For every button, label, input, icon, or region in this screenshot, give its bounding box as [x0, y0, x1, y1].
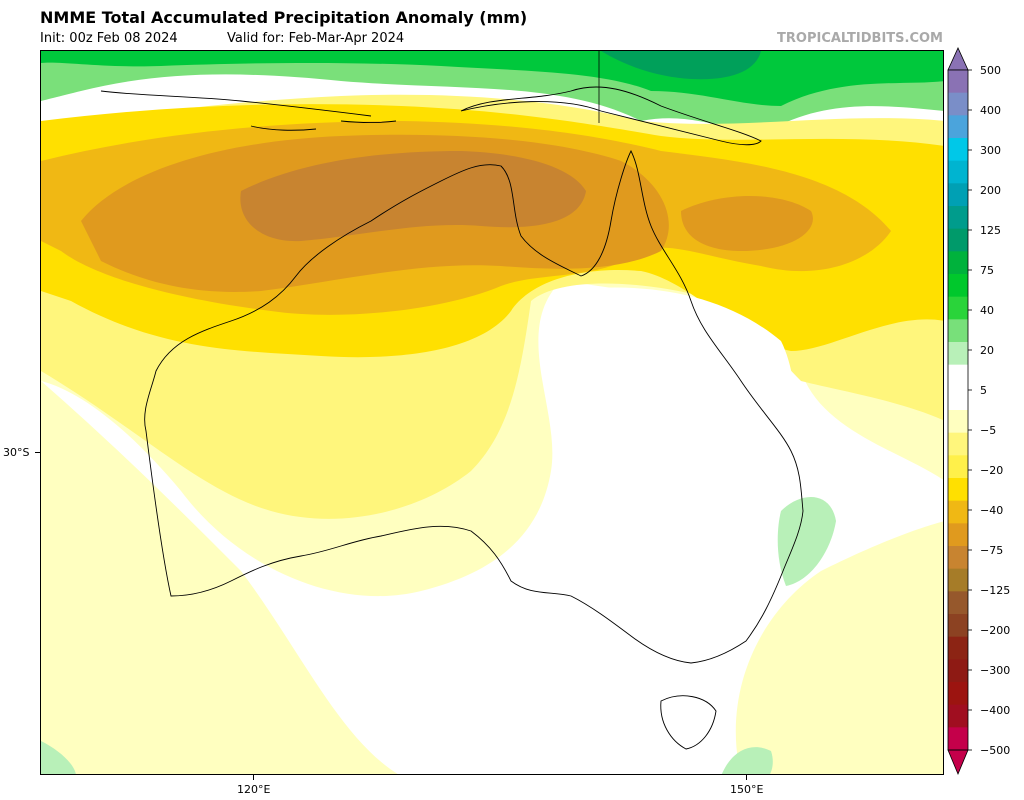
colorbar-label: 200	[980, 184, 1001, 197]
colorbar-border	[947, 69, 969, 751]
colorbar-segment	[948, 92, 968, 116]
chart-title: NMME Total Accumulated Precipitation Ano…	[40, 8, 528, 27]
colorbar-segment	[948, 387, 968, 411]
anomaly-band-southwest-white	[511, 660, 683, 741]
valid-period: Valid for: Feb-Mar-Apr 2024	[227, 31, 405, 46]
anomaly-band-light-dry	[41, 381, 943, 774]
lon-tick-2	[746, 775, 747, 780]
lat-label: 30°S	[3, 446, 30, 459]
anomaly-band-dry-east	[681, 196, 813, 251]
colorbar-segment	[948, 568, 968, 592]
colorbar-segment	[948, 274, 968, 298]
colorbar-segment	[948, 138, 968, 162]
colorbar-segment	[948, 342, 968, 366]
colorbar-segment	[948, 523, 968, 547]
colorbar-extend-bottom	[947, 749, 969, 776]
colorbar-label: 75	[980, 264, 994, 277]
coastline-australia	[144, 149, 804, 664]
colorbar-segment	[948, 636, 968, 660]
colorbar-label: −200	[980, 624, 1010, 637]
colorbar-label: 125	[980, 224, 1001, 237]
colorbar-label: −400	[980, 704, 1010, 717]
colorbar-segment	[948, 500, 968, 524]
lon-tick-1	[253, 775, 254, 780]
anomaly-band-wet-southeast	[777, 497, 836, 586]
colorbar-segment	[948, 546, 968, 570]
colorbar-segment	[948, 591, 968, 615]
colorbar-segment	[948, 704, 968, 728]
colorbar-label: −5	[980, 424, 996, 437]
anomaly-band-wet-south	[721, 747, 773, 774]
colorbar-segment	[948, 682, 968, 706]
anomaly-band-wet-southwest	[41, 741, 76, 774]
colorbar-label: 500	[980, 64, 1001, 77]
lat-tick	[35, 452, 40, 453]
colorbar-segment	[948, 183, 968, 207]
colorbar-segment	[948, 70, 968, 94]
colorbar-label: 20	[980, 344, 994, 357]
coastline-new-guinea	[460, 86, 762, 146]
colorbar-segment	[948, 160, 968, 184]
colorbar-label: 5	[980, 384, 987, 397]
colorbar-segment	[948, 206, 968, 230]
map-panel	[40, 50, 944, 775]
coastline-indonesia	[100, 90, 397, 131]
site-credit: TROPICALTIDBITS.COM	[777, 31, 943, 46]
colorbar-label: −500	[980, 744, 1010, 757]
colorbar-segment	[948, 296, 968, 320]
colorbar-segment	[948, 659, 968, 683]
colorbar-segment	[948, 614, 968, 638]
colorbar-segment	[948, 410, 968, 434]
colorbar-extend-top	[947, 47, 969, 71]
anomaly-band-wet-deep	[601, 51, 761, 80]
coastline-tasmania	[660, 695, 717, 750]
colorbar-label: −300	[980, 664, 1010, 677]
colorbar-segment	[948, 319, 968, 343]
colorbar-segment	[948, 364, 968, 388]
colorbar-segment	[948, 478, 968, 502]
colorbar-label: 40	[980, 304, 994, 317]
colorbar-label: −40	[980, 504, 1003, 517]
colorbar-segment	[948, 727, 968, 751]
colorbar-label: −125	[980, 584, 1010, 597]
lon-label-1: 120°E	[237, 783, 271, 796]
colorbar: 500 400 300 200 125 75 40 20 5 −5 −20 −40 −75 −125 −20…	[947, 47, 1010, 776]
colorbar-label: −75	[980, 544, 1003, 557]
lon-label-2: 150°E	[730, 783, 764, 796]
colorbar-segment	[948, 432, 968, 456]
colorbar-segment	[948, 228, 968, 252]
map-canvas	[41, 51, 943, 774]
init-time: Init: 00z Feb 08 2024	[40, 31, 178, 46]
colorbar-label: −20	[980, 464, 1003, 477]
colorbar-segment	[948, 115, 968, 139]
colorbar-segment	[948, 455, 968, 479]
colorbar-label: 300	[980, 144, 1001, 157]
colorbar-label: 400	[980, 104, 1001, 117]
colorbar-segment	[948, 251, 968, 275]
anomaly-band-interior-white	[549, 287, 796, 530]
